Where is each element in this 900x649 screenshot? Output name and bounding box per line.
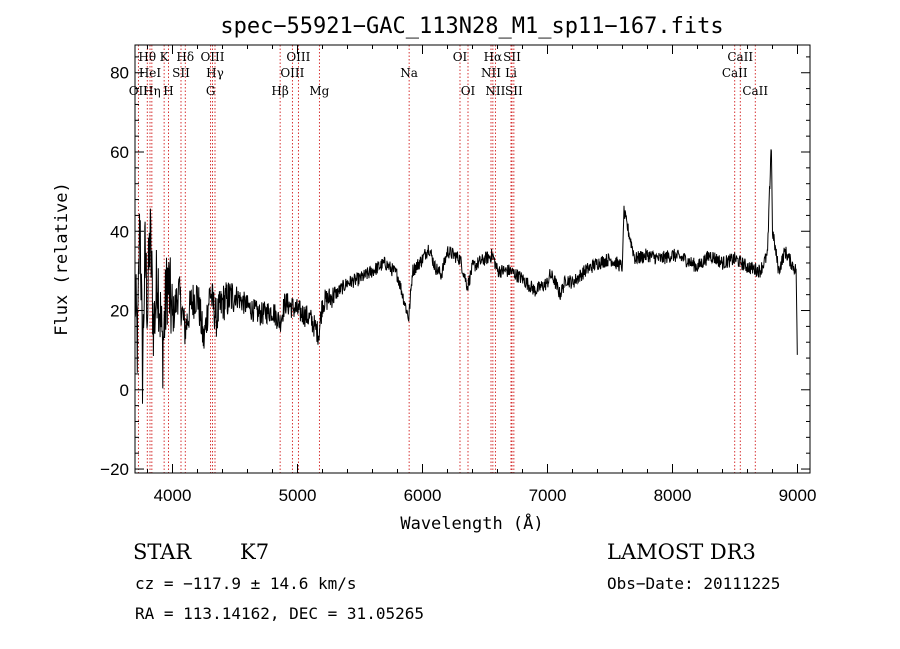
spectral-line-label: SⅠⅠ bbox=[505, 84, 523, 98]
x-tick-label: 8000 bbox=[654, 486, 692, 505]
y-axis-ticks: −20 0 20 40 60 80 bbox=[100, 56, 810, 479]
y-tick-label: 60 bbox=[110, 143, 129, 162]
spectral-line-label: Hβ bbox=[271, 84, 288, 98]
spectral-line-label: Hδ bbox=[176, 50, 194, 64]
x-tick-label: 6000 bbox=[404, 486, 442, 505]
spectral-line-label: OⅠⅠ bbox=[129, 84, 149, 98]
y-axis-label: Flux (relative) bbox=[52, 182, 72, 336]
spectral-line-label: CaⅠⅠ bbox=[742, 84, 768, 98]
spectral-line-label: K bbox=[160, 50, 170, 64]
spectral-line-label: CaⅠⅠ bbox=[727, 50, 753, 64]
y-tick-label: 80 bbox=[110, 64, 129, 83]
spectral-line-label: Mg bbox=[309, 84, 329, 98]
spectral-line-label: OⅠⅠⅠ bbox=[286, 50, 310, 64]
x-axis-label: Wavelength (Å) bbox=[400, 512, 543, 534]
y-tick-label: 20 bbox=[110, 302, 129, 321]
object-subclass: K7 bbox=[240, 540, 269, 564]
y-tick-label: −20 bbox=[100, 460, 129, 479]
x-tick-label: 5000 bbox=[279, 486, 317, 505]
spectral-line-label: OⅠⅠⅠ bbox=[280, 66, 304, 80]
spectral-line-label: Na bbox=[400, 66, 418, 80]
coordinates: RA = 113.14162, DEC = 31.05265 bbox=[135, 604, 424, 623]
spectral-line-label: Li bbox=[505, 66, 517, 80]
object-class: STAR bbox=[133, 540, 192, 564]
spectral-line-label: OⅠ bbox=[461, 84, 476, 98]
spectral-line-label: G bbox=[206, 84, 216, 98]
spectral-line-label: HeⅠ bbox=[139, 66, 162, 80]
spectral-line-label: CaⅠⅠ bbox=[722, 66, 748, 80]
chart-title: spec−55921−GAC_113N28_M1_sp11−167.fits bbox=[220, 14, 723, 39]
y-tick-label: 0 bbox=[120, 381, 129, 400]
obs-date: Obs−Date: 20111225 bbox=[607, 574, 780, 593]
spectral-line-label: SⅠⅠ bbox=[172, 66, 190, 80]
spectral-line-label: NⅠⅠ bbox=[481, 66, 501, 80]
redshift-cz: cz = −117.9 ± 14.6 km/s bbox=[135, 574, 357, 593]
spectral-line-label: H bbox=[163, 84, 173, 98]
spectral-line-label: OⅠⅠⅠ bbox=[200, 50, 224, 64]
y-tick-label: 40 bbox=[110, 222, 129, 241]
x-tick-label: 4000 bbox=[154, 486, 192, 505]
spectral-line-label: SⅠⅠ bbox=[503, 50, 521, 64]
spectral-line-label: Hγ bbox=[206, 66, 224, 80]
spectral-line-label: OⅠ bbox=[453, 50, 468, 64]
spectral-line-label: NⅠⅠ bbox=[485, 84, 505, 98]
x-axis-ticks: 4000 5000 6000 7000 8000 9000 bbox=[147, 45, 817, 505]
x-tick-label: 9000 bbox=[779, 486, 817, 505]
spectrum-series-line bbox=[134, 149, 798, 404]
spectral-line-label: Hα bbox=[484, 50, 503, 64]
x-tick-label: 7000 bbox=[529, 486, 567, 505]
survey-name: LAMOST DR3 bbox=[607, 540, 756, 564]
spectral-line-label: Hη bbox=[143, 84, 161, 98]
spectral-line-label: Hθ bbox=[138, 50, 156, 64]
